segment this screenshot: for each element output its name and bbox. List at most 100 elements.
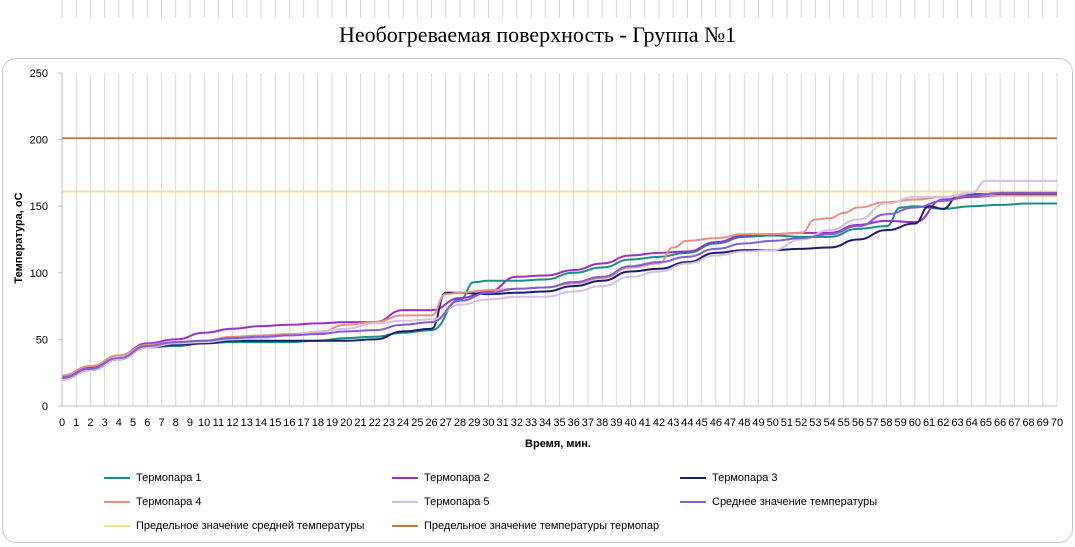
x-tick-label: 20 xyxy=(340,417,352,429)
x-tick-label: 34 xyxy=(539,417,551,429)
x-tick-label: 10 xyxy=(198,417,210,429)
chart-title: Необогреваемая поверхность - Группа №1 xyxy=(338,22,737,47)
x-tick-label: 55 xyxy=(838,417,850,429)
x-tick-label: 28 xyxy=(454,417,466,429)
x-tick-label: 66 xyxy=(994,417,1006,429)
series-line-3 xyxy=(61,193,1057,381)
x-tick-label: 68 xyxy=(1022,417,1034,429)
x-tick-labels: 0 1 2 3 4 5 6 7 8 9 10 11 12 13 14 15 16 17 18 19 20 21 22 23 24… xyxy=(59,417,1063,429)
legend-item: Термопара 4 xyxy=(104,494,202,510)
x-tick-label: 32 xyxy=(511,417,523,429)
x-tick-label: 59 xyxy=(895,417,907,429)
x-tick-label: 13 xyxy=(241,417,253,429)
x-tick-label: 39 xyxy=(610,417,622,429)
x-tick-label: 24 xyxy=(397,417,409,429)
legend-item: Термопара 2 xyxy=(392,470,490,486)
x-tick-label: 44 xyxy=(681,417,693,429)
x-tick-label: 63 xyxy=(951,417,963,429)
x-tick-label: 7 xyxy=(158,417,164,429)
legend-swatch xyxy=(104,525,130,527)
legend-label: Термопара 2 xyxy=(424,472,490,484)
x-tick-label: 45 xyxy=(696,417,708,429)
legend-swatch xyxy=(680,501,706,503)
y-tick-label: 200 xyxy=(30,135,48,147)
x-tick-label: 57 xyxy=(866,417,878,429)
y-tick-label: 250 xyxy=(30,68,48,80)
legend-item: Предельное значение средней температуры xyxy=(104,518,364,534)
x-tick-label: 69 xyxy=(1037,417,1049,429)
x-tick-label: 54 xyxy=(823,417,835,429)
legend-label: Предельное значение температуры термопар xyxy=(424,520,660,532)
x-tick-label: 23 xyxy=(383,417,395,429)
x-tick-label: 4 xyxy=(116,417,122,429)
legend-swatch xyxy=(392,501,418,503)
x-tick-label: 5 xyxy=(130,417,136,429)
legend-label: Термопара 1 xyxy=(136,472,202,484)
x-tick-label: 56 xyxy=(852,417,864,429)
x-tick-label: 53 xyxy=(809,417,821,429)
x-tick-label: 0 xyxy=(59,417,65,429)
x-tick-label: 35 xyxy=(553,417,565,429)
legend-label: Термопара 3 xyxy=(712,472,778,484)
x-tick-label: 50 xyxy=(767,417,779,429)
axes xyxy=(58,72,1057,407)
x-tick-label: 19 xyxy=(326,417,338,429)
x-tick-label: 12 xyxy=(226,417,238,429)
x-tick-label: 49 xyxy=(752,417,764,429)
x-tick-label: 6 xyxy=(144,417,150,429)
vertical-gridlines xyxy=(61,73,1058,406)
x-tick-label: 47 xyxy=(724,417,736,429)
x-tick-label: 41 xyxy=(639,417,651,429)
x-tick-label: 27 xyxy=(440,417,452,429)
x-tick-label: 40 xyxy=(624,417,636,429)
x-tick-label: 58 xyxy=(880,417,892,429)
x-tick-label: 46 xyxy=(710,417,722,429)
legend-item: Предельное значение температуры термопар xyxy=(392,518,659,534)
y-tick-labels: 0 50 100 150 200 250 xyxy=(30,68,48,413)
legend-item: Термопара 3 xyxy=(680,470,778,486)
x-tick-label: 51 xyxy=(781,417,793,429)
x-tick-label: 67 xyxy=(1008,417,1020,429)
legend-label: Среднее значение температуры xyxy=(712,496,878,508)
y-tick-label: 50 xyxy=(36,334,48,346)
x-tick-label: 3 xyxy=(102,417,108,429)
legend-swatch xyxy=(392,525,418,527)
legend-item: Среднее значение температуры xyxy=(680,494,877,510)
chart-legend: Термопара 1 Термопара 2 Термопара 3 Термопа… xyxy=(104,470,984,536)
legend-label: Термопара 4 xyxy=(136,496,202,508)
x-tick-label: 30 xyxy=(482,417,494,429)
x-tick-label: 8 xyxy=(173,417,179,429)
x-tick-label: 25 xyxy=(411,417,423,429)
x-tick-label: 60 xyxy=(909,417,921,429)
series-line-2 xyxy=(61,194,1057,378)
x-tick-label: 61 xyxy=(923,417,935,429)
x-tick-label: 38 xyxy=(596,417,608,429)
y-tick-label: 0 xyxy=(42,401,48,413)
x-tick-label: 21 xyxy=(354,417,366,429)
x-tick-label: 11 xyxy=(213,417,224,429)
series-line-5 xyxy=(61,179,1057,381)
legend-item: Термопара 5 xyxy=(392,494,490,510)
x-tick-label: 70 xyxy=(1051,417,1063,429)
y-tick-label: 100 xyxy=(30,268,48,280)
x-tick-label: 62 xyxy=(937,417,949,429)
x-tick-label: 31 xyxy=(497,417,509,429)
x-tick-label: 29 xyxy=(468,417,480,429)
series-line-4 xyxy=(61,194,1057,377)
series-line-1 xyxy=(61,202,1057,381)
x-tick-label: 16 xyxy=(283,417,295,429)
x-tick-label: 17 xyxy=(298,417,310,429)
x-tick-label: 26 xyxy=(425,417,437,429)
y-tick-label: 150 xyxy=(30,201,48,213)
legend-item: Термопара 1 xyxy=(104,470,202,486)
x-tick-label: 64 xyxy=(966,417,978,429)
series-line-6 xyxy=(61,191,1057,380)
legend-label: Термопара 5 xyxy=(424,496,490,508)
x-axis-title: Время, мин. xyxy=(525,438,591,450)
x-tick-label: 52 xyxy=(795,417,807,429)
x-tick-label: 48 xyxy=(738,417,750,429)
legend-label: Предельное значение средней температуры xyxy=(136,520,365,532)
x-tick-label: 33 xyxy=(525,417,537,429)
x-tick-label: 65 xyxy=(980,417,992,429)
